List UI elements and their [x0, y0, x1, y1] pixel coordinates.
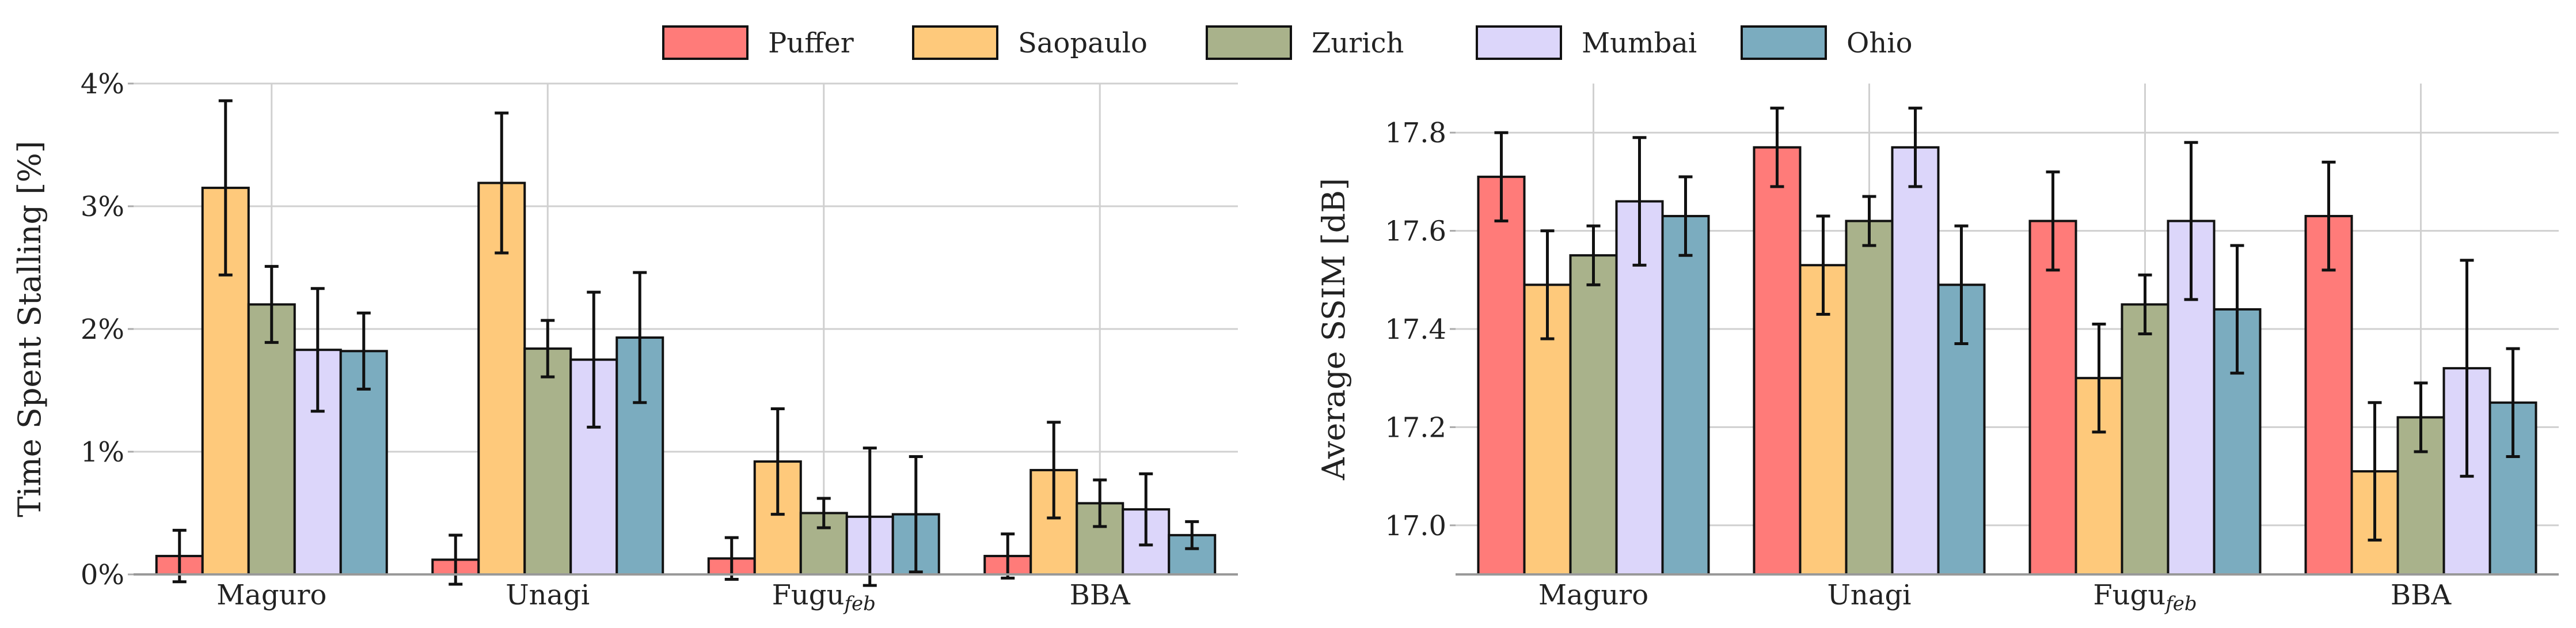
y-tick-label: 17.0	[1385, 510, 1446, 542]
bar-ohio-maguro	[1661, 215, 1710, 576]
x-tick-label: BBA	[1070, 579, 1131, 611]
y-tick-label: 4%	[81, 68, 124, 100]
x-tick-label: Unagi	[506, 579, 590, 611]
x-tick-label-subscript: feb	[842, 592, 875, 615]
bar-zurich-fugu_feb	[2121, 303, 2170, 576]
x-tick-label: Unagi	[1827, 579, 1911, 611]
legend: Puffer Saopaulo Zurich Mumbai Ohio	[662, 25, 1913, 60]
panel-stalling: 0% 1% 2% 3% 4% Maguro Unagi Fugufeb BBA Time Spen…	[12, 68, 1238, 615]
legend-label-saopaulo: Saopaulo	[1018, 27, 1148, 59]
bar-mumbai-unagi	[1891, 146, 1940, 576]
bar-zurich-maguro	[247, 303, 296, 576]
x-tick-label: Maguro	[216, 579, 326, 611]
bar-zurich-unagi	[1845, 220, 1894, 576]
legend-swatch-zurich	[1206, 25, 1292, 60]
bar-zurich-maguro	[1569, 254, 1618, 576]
x-tick-label: Maguro	[1538, 579, 1648, 611]
y-tick-label: 3%	[81, 191, 124, 223]
x-tick-label: Fugufeb	[2093, 579, 2197, 615]
x-tick-label-main: Fugu	[2093, 579, 2165, 611]
x-tick-label-main: Unagi	[1827, 579, 1911, 611]
legend-swatch-puffer	[662, 25, 749, 60]
x-tick-label: Fugufeb	[772, 579, 876, 615]
x-tick-label-main: Maguro	[1538, 579, 1648, 611]
x-tick-label-main: BBA	[1070, 579, 1131, 611]
bar-puffer-maguro	[1477, 175, 1526, 576]
x-tick-label-main: BBA	[2391, 579, 2452, 611]
y-tick-label: 17.4	[1385, 313, 1446, 346]
x-tick-label-main: Maguro	[216, 579, 326, 611]
x-tick-label-subscript: feb	[2164, 592, 2197, 615]
legend-swatch-mumbai	[1476, 25, 1562, 60]
y-tick-label: 1%	[81, 436, 124, 468]
legend-swatch-saopaulo	[912, 25, 998, 60]
x-tick-label: BBA	[2391, 579, 2452, 611]
y-tick-label: 17.2	[1385, 411, 1446, 444]
y-tick-label: 17.8	[1385, 117, 1446, 149]
bar-puffer-fugu_feb	[2028, 220, 2077, 576]
legend-swatch-ohio	[1741, 25, 1827, 60]
legend-label-mumbai: Mumbai	[1582, 27, 1697, 59]
x-tick-label-main: Unagi	[506, 579, 590, 611]
y-axis-label: Time Spent Stalling [%]	[12, 141, 48, 517]
y-tick-label: 2%	[81, 313, 124, 346]
x-tick-label-main: Fugu	[772, 579, 845, 611]
legend-label-ohio: Ohio	[1846, 27, 1913, 59]
legend-label-puffer: Puffer	[768, 27, 854, 59]
y-tick-label: 0%	[81, 559, 124, 591]
bar-puffer-unagi	[1753, 146, 1802, 576]
legend-label-zurich: Zurich	[1312, 27, 1404, 59]
bar-zurich-unagi	[523, 347, 572, 576]
bar-saopaulo-unagi	[1799, 264, 1848, 576]
y-axis-label: Average SSIM [dB]	[1316, 178, 1352, 481]
y-tick-label: 17.6	[1385, 215, 1446, 248]
panel-ssim: 17.0 17.2 17.4 17.6 17.8 Maguro Unagi Fugufeb BB…	[1316, 84, 2559, 615]
